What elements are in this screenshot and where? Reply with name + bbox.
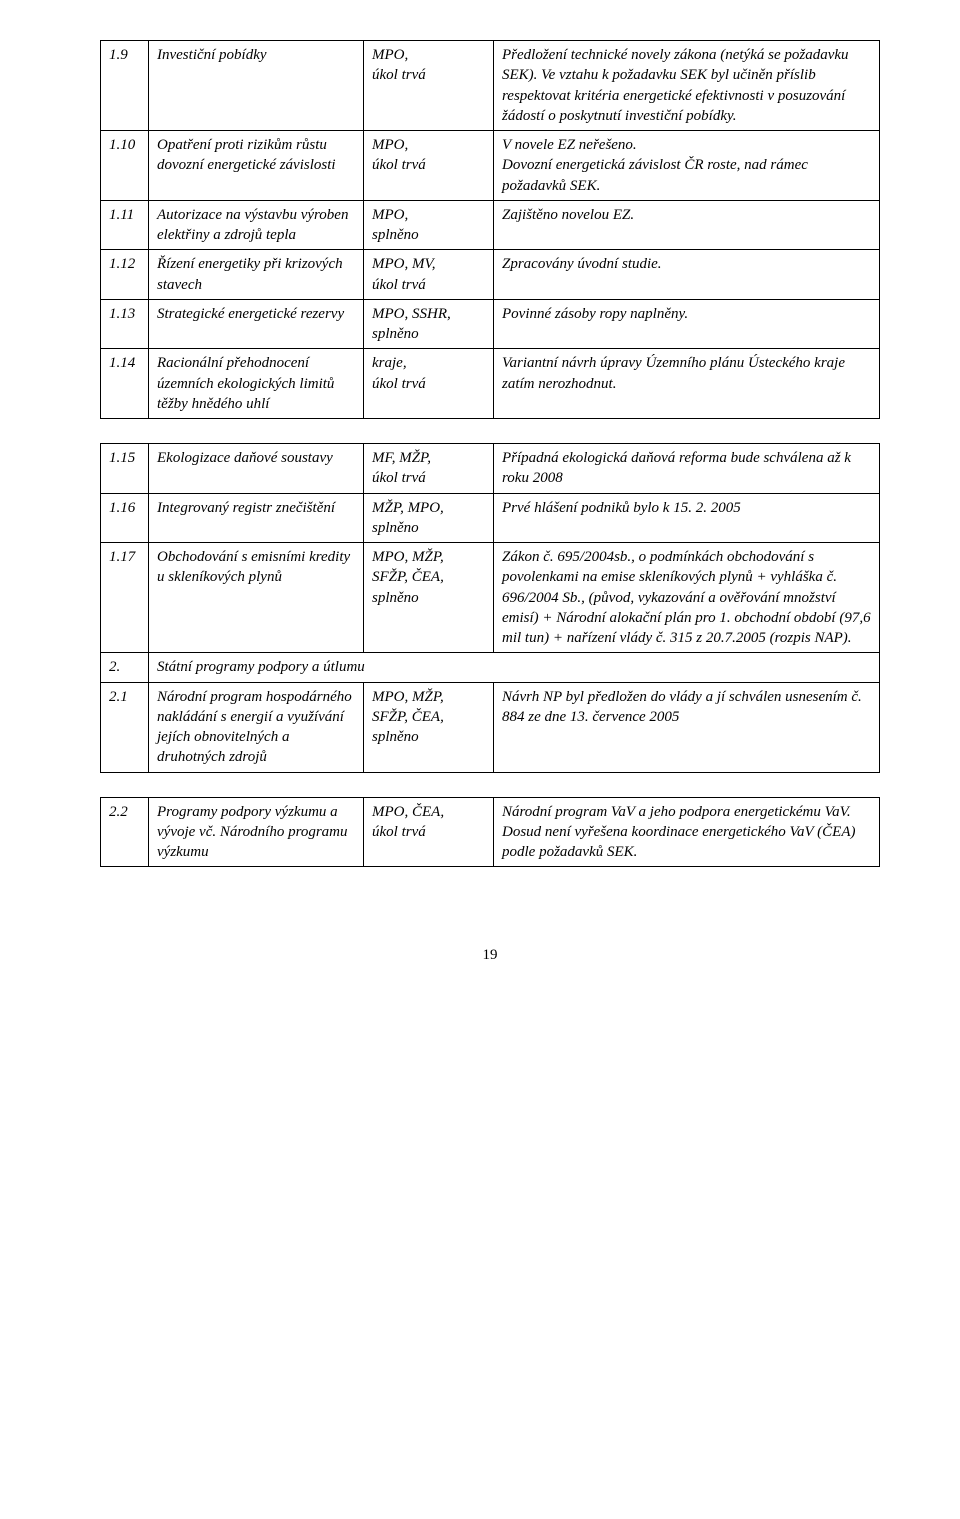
row-resp: MPO,splněno — [364, 200, 494, 250]
row-note: Prvé hlášení podniků bylo k 15. 2. 2005 — [494, 493, 880, 543]
row-title: Investiční pobídky — [149, 41, 364, 131]
table-row: 1.11 Autorizace na výstavbu výroben elek… — [101, 200, 880, 250]
table-row: 1.12 Řízení energetiky při krizových sta… — [101, 250, 880, 300]
table-row: 1.16 Integrovaný registr znečištění MŽP,… — [101, 493, 880, 543]
row-note: Zajištěno novelou EZ. — [494, 200, 880, 250]
row-resp: kraje,úkol trvá — [364, 349, 494, 419]
section-title: Státní programy podpory a útlumu — [149, 653, 880, 682]
row-resp: MPO, ČEA,úkol trvá — [364, 797, 494, 867]
row-title: Integrovaný registr znečištění — [149, 493, 364, 543]
row-resp: MF, MŽP,úkol trvá — [364, 444, 494, 494]
row-num: 1.17 — [101, 543, 149, 653]
row-title: Programy podpory výzkumu a vývoje vč. Ná… — [149, 797, 364, 867]
row-note: Předložení technické novely zákona (netý… — [494, 41, 880, 131]
table-row: 2.2 Programy podpory výzkumu a vývoje vč… — [101, 797, 880, 867]
row-num: 1.9 — [101, 41, 149, 131]
row-resp: MPO, SSHR,splněno — [364, 299, 494, 349]
row-note: V novele EZ neřešeno.Dovozní energetická… — [494, 131, 880, 201]
row-title: Národní program hospodárného nakládání s… — [149, 682, 364, 772]
row-resp: MPO,úkol trvá — [364, 131, 494, 201]
table-row: 1.9 Investiční pobídky MPO,úkol trvá Pře… — [101, 41, 880, 131]
page-number: 19 — [100, 947, 880, 964]
row-title: Autorizace na výstavbu výroben elektřiny… — [149, 200, 364, 250]
table-row: 1.17 Obchodování s emisními kredity u sk… — [101, 543, 880, 653]
table-row: 1.13 Strategické energetické rezervy MPO… — [101, 299, 880, 349]
row-num: 1.13 — [101, 299, 149, 349]
row-title: Ekologizace daňové soustavy — [149, 444, 364, 494]
table-row: 1.14 Racionální přehodnocení územních ek… — [101, 349, 880, 419]
row-num: 1.11 — [101, 200, 149, 250]
row-title: Strategické energetické rezervy — [149, 299, 364, 349]
row-num: 1.14 — [101, 349, 149, 419]
row-num: 2.1 — [101, 682, 149, 772]
section-row: 2. Státní programy podpory a útlumu — [101, 653, 880, 682]
row-num: 1.15 — [101, 444, 149, 494]
row-note: Variantní návrh úpravy Územního plánu Ús… — [494, 349, 880, 419]
row-resp: MPO, MŽP,SFŽP, ČEA,splněno — [364, 543, 494, 653]
table-row: 1.10 Opatření proti rizikům růstu dovozn… — [101, 131, 880, 201]
row-note: Povinné zásoby ropy naplněny. — [494, 299, 880, 349]
row-num: 2.2 — [101, 797, 149, 867]
row-resp: MPO, MŽP,SFŽP, ČEA,splněno — [364, 682, 494, 772]
row-num: 1.10 — [101, 131, 149, 201]
table-3: 2.2 Programy podpory výzkumu a vývoje vč… — [100, 797, 880, 868]
row-note: Případná ekologická daňová reforma bude … — [494, 444, 880, 494]
table-2: 1.15 Ekologizace daňové soustavy MF, MŽP… — [100, 443, 880, 773]
table-row: 2.1 Národní program hospodárného nakládá… — [101, 682, 880, 772]
row-note: Národní program VaV a jeho podpora energ… — [494, 797, 880, 867]
row-resp: MPO,úkol trvá — [364, 41, 494, 131]
row-note: Zpracovány úvodní studie. — [494, 250, 880, 300]
row-resp: MŽP, MPO,splněno — [364, 493, 494, 543]
table-1: 1.9 Investiční pobídky MPO,úkol trvá Pře… — [100, 40, 880, 419]
section-num: 2. — [101, 653, 149, 682]
row-title: Opatření proti rizikům růstu dovozní ene… — [149, 131, 364, 201]
row-num: 1.12 — [101, 250, 149, 300]
row-title: Racionální přehodnocení územních ekologi… — [149, 349, 364, 419]
row-num: 1.16 — [101, 493, 149, 543]
row-note: Zákon č. 695/2004sb., o podmínkách obcho… — [494, 543, 880, 653]
row-title: Řízení energetiky při krizových stavech — [149, 250, 364, 300]
table-row: 1.15 Ekologizace daňové soustavy MF, MŽP… — [101, 444, 880, 494]
row-resp: MPO, MV,úkol trvá — [364, 250, 494, 300]
row-note: Návrh NP byl předložen do vlády a jí sch… — [494, 682, 880, 772]
row-title: Obchodování s emisními kredity u skleník… — [149, 543, 364, 653]
